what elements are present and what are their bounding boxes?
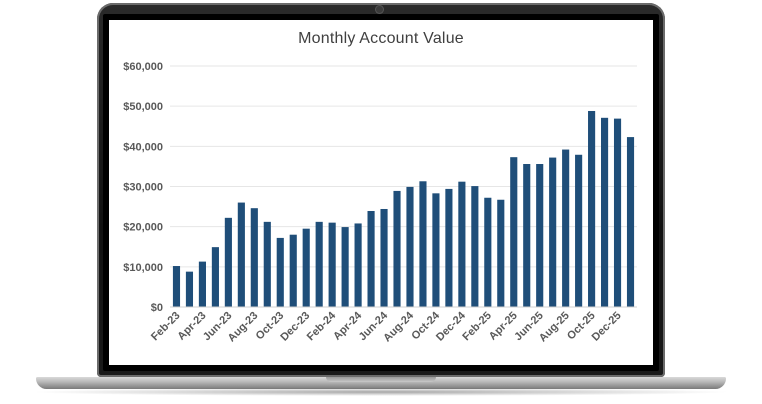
bar-May-24 — [367, 211, 375, 307]
bar-Nov-25 — [601, 117, 609, 307]
x-axis-ticks: Feb-23Apr-23Jun-23Aug-23Oct-23Dec-23Feb-… — [149, 309, 624, 344]
x-tick-label: Aug-24 — [381, 309, 416, 344]
bar-Jan-25 — [471, 186, 479, 307]
bar-Jan-24 — [315, 221, 323, 307]
bar-Dec-23 — [302, 228, 310, 307]
bar-Feb-23 — [172, 266, 181, 307]
bar-Jul-25 — [549, 157, 557, 307]
x-tick-label: Dec-25 — [590, 310, 624, 344]
bar-Dec-24 — [458, 181, 466, 307]
y-tick-label: $50,000 — [123, 101, 163, 113]
bar-Dec-25 — [613, 118, 622, 308]
bar-May-25 — [523, 164, 531, 307]
bar-Aug-23 — [250, 208, 258, 307]
bar-Jun-25 — [536, 164, 544, 307]
bar-Aug-25 — [562, 149, 570, 307]
laptop-shadow — [30, 388, 732, 396]
bar-Mar-23 — [185, 271, 194, 307]
bar-Feb-24 — [328, 222, 336, 307]
bar-May-23 — [211, 247, 219, 307]
webcam-icon — [376, 6, 383, 13]
bar-Jul-24 — [393, 190, 401, 307]
laptop-base-notch — [326, 377, 436, 382]
bar-Sep-24 — [419, 181, 427, 307]
laptop-base — [36, 377, 726, 389]
y-tick-label: $60,000 — [123, 61, 163, 73]
bar-Sep-23 — [263, 221, 271, 307]
y-tick-label: $30,000 — [123, 182, 163, 194]
bar-Jul-23 — [237, 202, 245, 307]
bar-Apr-24 — [354, 223, 362, 307]
chart-title: Monthly Account Value — [298, 30, 464, 47]
bar-Jun-24 — [380, 208, 388, 307]
bar-Nov-23 — [289, 234, 297, 307]
bar-Sep-25 — [575, 154, 583, 307]
gridlines — [170, 65, 637, 268]
bar-Feb-25 — [484, 197, 492, 307]
x-tick-label: Feb-25 — [460, 310, 494, 344]
y-tick-label: $20,000 — [123, 222, 163, 234]
x-tick-label: Feb-23 — [149, 310, 183, 344]
bar-Mar-25 — [497, 199, 505, 307]
bar-Aug-24 — [406, 186, 414, 307]
bar-Mar-24 — [341, 227, 349, 307]
bar-Apr-25 — [510, 157, 518, 307]
y-tick-label: $0 — [151, 302, 163, 314]
bar-Apr-23 — [198, 261, 206, 307]
y-tick-label: $10,000 — [123, 262, 163, 274]
y-axis-ticks: $0 $10,000 $20,000 $30,000 $40,000 $50,000 $60… — [123, 61, 163, 314]
y-tick-label: $40,000 — [123, 141, 163, 153]
bar-Oct-24 — [432, 193, 440, 307]
bar-chart: $0 $10,000 $20,000 $30,000 $40,000 $50,000 $60… — [123, 61, 637, 344]
bar-Oct-25 — [588, 110, 596, 308]
bar-Jan-26 — [626, 137, 635, 307]
bar-Nov-24 — [445, 188, 453, 307]
bar-Jun-23 — [224, 217, 232, 307]
bar-Oct-23 — [276, 237, 284, 307]
bars — [172, 110, 635, 308]
